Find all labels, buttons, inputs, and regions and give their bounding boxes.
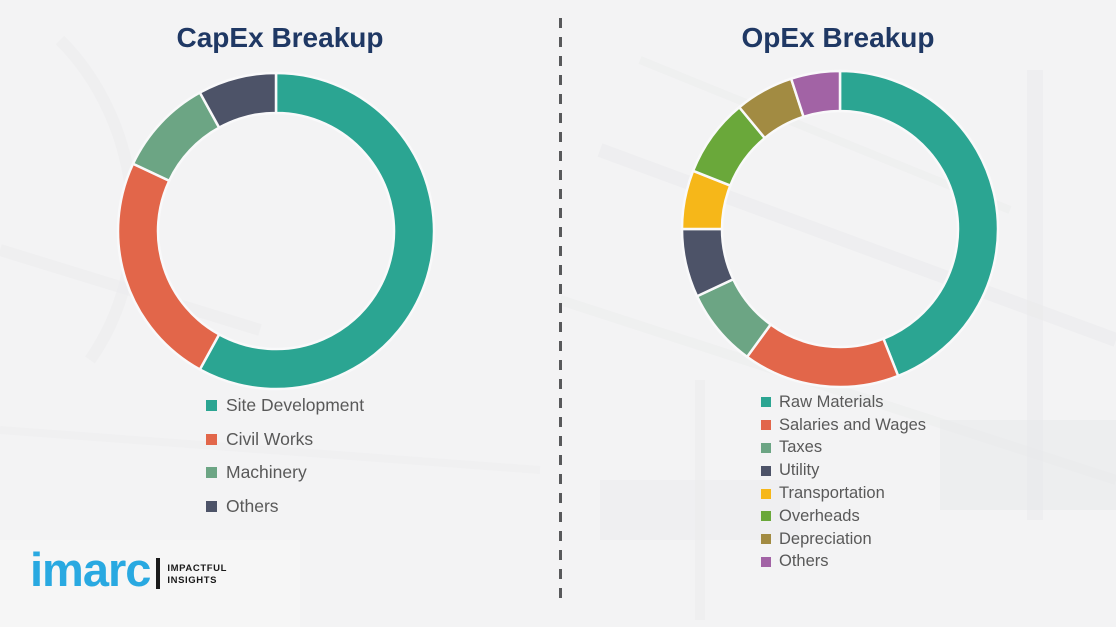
legend-item-site-development: Site Development — [206, 389, 364, 423]
opex-chart-title: OpEx Breakup — [741, 22, 935, 53]
divider-dashed-line — [559, 18, 562, 606]
legend-label: Others — [226, 495, 279, 516]
capex-legend: Site Development Civil Works Machinery Othe… — [206, 389, 364, 523]
legend-label: Civil Works — [226, 428, 314, 449]
legend-item-taxes: Taxes — [761, 437, 926, 460]
donut-segment-salaries-and-wages — [745, 323, 900, 389]
legend-label: Taxes — [779, 438, 823, 457]
capex-donut-chart — [116, 71, 436, 391]
donut-segment-site-development — [198, 71, 436, 391]
legend-item-utility: Utility — [761, 459, 926, 482]
legend-swatch-depreciation — [761, 534, 771, 545]
legend-label: Overheads — [779, 506, 860, 525]
imarc-logo: imarc IMPACTFUL INSIGHTS — [30, 543, 227, 596]
imarc-tagline-line1: IMPACTFUL — [167, 562, 227, 574]
legend-swatch-salaries-and-wages — [761, 420, 771, 431]
legend-label: Depreciation — [779, 529, 872, 548]
legend-label: Raw Materials — [779, 392, 884, 411]
donut-segment-civil-works — [116, 162, 221, 371]
legend-swatch-taxes — [761, 442, 771, 453]
legend-label: Salaries and Wages — [779, 415, 927, 434]
imarc-logo-separator-bar — [156, 557, 161, 589]
legend-swatch-raw-materials — [761, 397, 771, 408]
legend-swatch-others — [206, 500, 217, 512]
donut-segment-others — [789, 69, 842, 119]
legend-item-machinery: Machinery — [206, 456, 364, 490]
legend-swatch-machinery — [206, 467, 217, 479]
legend-item-depreciation: Depreciation — [761, 528, 926, 551]
legend-label: Utility — [779, 461, 820, 480]
legend-swatch-others — [761, 556, 771, 567]
opex-legend: Raw Materials Salaries and Wages Taxes Util… — [761, 391, 926, 573]
imarc-tagline-line2: INSIGHTS — [167, 574, 218, 586]
legend-item-others: Others — [761, 551, 926, 574]
donut-segment-others — [198, 71, 278, 129]
legend-label: Site Development — [226, 395, 365, 416]
imarc-logo-tagline: IMPACTFUL INSIGHTS — [167, 563, 227, 587]
legend-swatch-site-development — [206, 400, 217, 412]
legend-label: Transportation — [779, 484, 885, 503]
legend-item-transportation: Transportation — [761, 482, 926, 505]
legend-swatch-overheads — [761, 511, 771, 522]
donut-segment-raw-materials — [838, 69, 1000, 378]
legend-item-overheads: Overheads — [761, 505, 926, 528]
legend-swatch-civil-works — [206, 433, 217, 445]
legend-item-others: Others — [206, 490, 364, 524]
legend-item-salaries-and-wages: Salaries and Wages — [761, 414, 926, 437]
legend-label: Machinery — [226, 462, 307, 483]
legend-swatch-transportation — [761, 488, 771, 499]
legend-swatch-utility — [761, 465, 771, 476]
legend-label: Others — [779, 552, 829, 571]
legend-item-civil-works: Civil Works — [206, 423, 364, 457]
legend-item-raw-materials: Raw Materials — [761, 391, 926, 414]
imarc-logo-wordmark: imarc — [30, 543, 151, 596]
opex-donut-chart — [680, 69, 1000, 389]
capex-chart-title: CapEx Breakup — [176, 22, 384, 53]
